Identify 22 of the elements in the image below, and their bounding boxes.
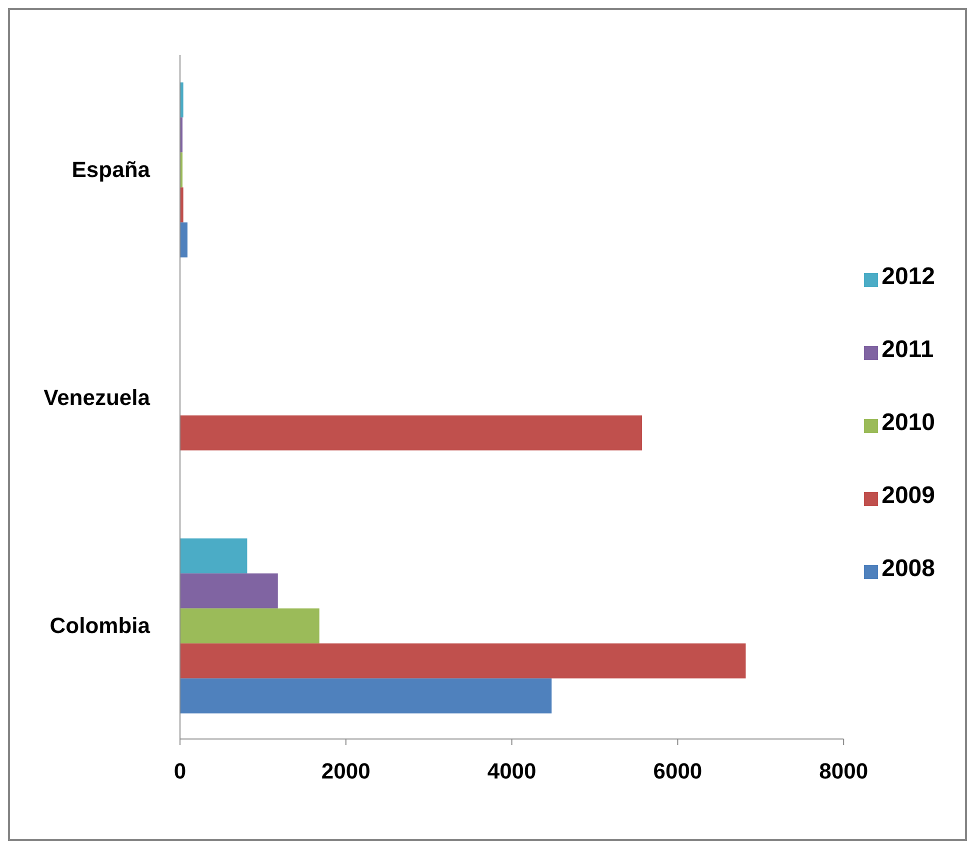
x-tick-label: 2000 [321,758,370,784]
legend-label: 2010 [882,409,935,436]
bar [180,415,642,450]
legend-label: 2012 [882,263,935,290]
bar [180,643,746,678]
legend-label: 2011 [882,336,934,363]
x-tick-label: 0 [174,758,186,784]
x-tick-label: 6000 [653,758,702,784]
bar [180,187,184,222]
bar [180,222,188,258]
bar [180,678,552,714]
bar [180,538,248,574]
legend-label: 2009 [882,482,935,509]
y-tick-label: España [72,156,151,182]
x-tick-label: 4000 [487,758,536,784]
bar [180,82,184,118]
legend-label: 2008 [882,555,935,582]
x-tick-label: 8000 [819,758,868,784]
bar [180,608,320,644]
y-tick-label: Venezuela [44,384,151,410]
bar [180,573,278,608]
y-tick-label: Colombia [50,612,151,638]
